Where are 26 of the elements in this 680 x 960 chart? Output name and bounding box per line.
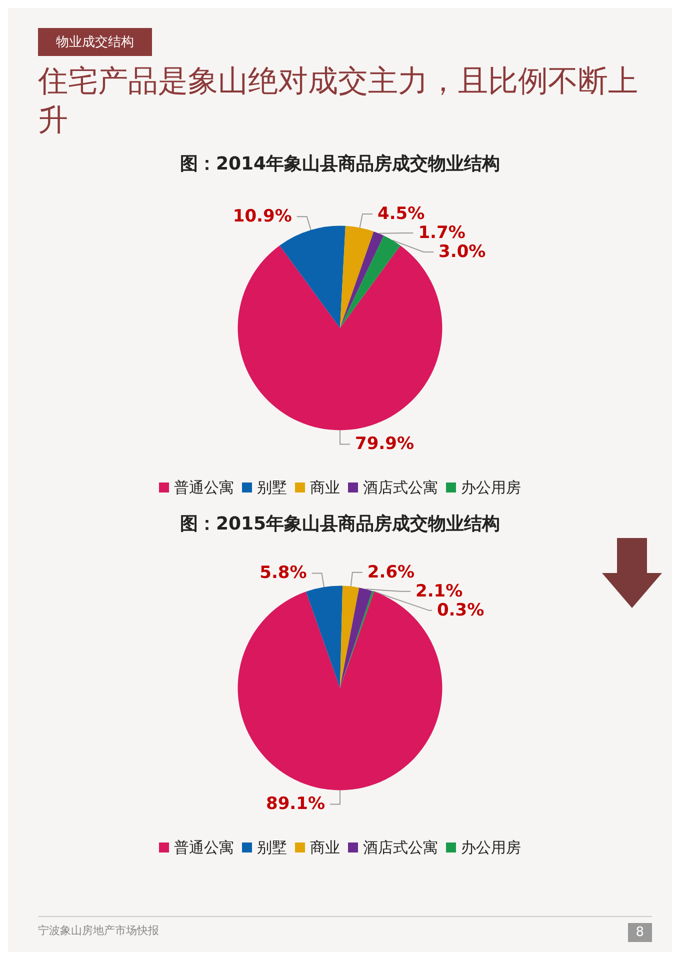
legend-label: 办公用房 (461, 478, 521, 496)
text: 宁波象山房地产市场快报 (38, 923, 159, 939)
data-label: 2.6% (367, 562, 415, 582)
data-label: 1.7% (418, 222, 466, 243)
text: 住宅产品是象山绝对成交主力，且比例不断上升 (38, 63, 639, 140)
legend-label: 商业 (310, 478, 340, 496)
legend-label: 普通公寓 (174, 838, 234, 856)
data-label: 89.1% (266, 794, 325, 814)
data-label: 10.9% (232, 206, 292, 227)
text: 8 (628, 923, 652, 942)
chart-title: 图：2015年象山县商品房成交物业结构 (180, 514, 500, 534)
legend-label: 酒店式公寓 (363, 838, 438, 856)
data-label: 4.5% (378, 204, 425, 224)
legend-label: 酒店式公寓 (363, 478, 438, 496)
data-label: 79.9% (355, 434, 414, 454)
legend-label: 别墅 (257, 478, 287, 496)
legend-label: 别墅 (257, 838, 287, 856)
data-label: 3.0% (438, 242, 486, 262)
chart-title: 图：2014年象山县商品房成交物业结构 (180, 154, 500, 174)
legend-label: 商业 (310, 838, 340, 856)
legend-label: 办公用房 (461, 838, 521, 856)
text: 物业成交结构 (38, 28, 152, 56)
data-label: 0.3% (436, 600, 484, 620)
legend-label: 普通公寓 (174, 478, 234, 496)
data-label: 5.8% (260, 563, 307, 584)
data-label: 2.1% (415, 581, 463, 602)
